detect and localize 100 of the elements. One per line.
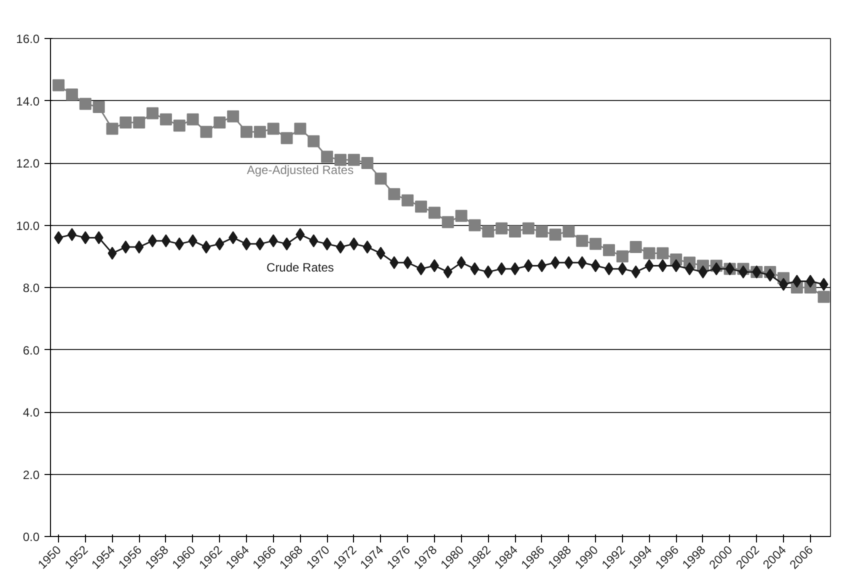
point bbox=[562, 225, 575, 238]
point bbox=[698, 265, 708, 278]
point bbox=[79, 98, 92, 110]
point bbox=[242, 237, 252, 250]
y-tick-label: 8.0 bbox=[22, 281, 40, 295]
point bbox=[161, 234, 170, 248]
point bbox=[374, 172, 387, 185]
point bbox=[134, 240, 144, 254]
point bbox=[430, 259, 439, 272]
point bbox=[685, 262, 694, 276]
point bbox=[67, 228, 76, 242]
point bbox=[510, 262, 520, 276]
point bbox=[818, 290, 830, 303]
point bbox=[497, 262, 506, 276]
point bbox=[215, 237, 224, 250]
point bbox=[280, 132, 293, 144]
point bbox=[524, 259, 533, 272]
point bbox=[468, 219, 481, 232]
y-tick-label: 16.0 bbox=[16, 32, 40, 46]
point bbox=[254, 126, 266, 138]
point bbox=[148, 234, 158, 248]
point bbox=[482, 225, 494, 238]
point bbox=[308, 135, 320, 148]
point bbox=[604, 262, 614, 276]
point bbox=[388, 188, 400, 200]
point bbox=[66, 88, 78, 101]
point bbox=[255, 237, 264, 250]
point bbox=[120, 116, 132, 129]
point bbox=[376, 246, 386, 260]
point bbox=[656, 247, 669, 260]
point bbox=[806, 274, 815, 288]
point bbox=[537, 259, 546, 272]
point bbox=[186, 113, 199, 126]
point bbox=[282, 237, 292, 250]
y-tick-label: 0.0 bbox=[22, 530, 40, 544]
point bbox=[456, 256, 466, 270]
point bbox=[240, 126, 253, 138]
point bbox=[522, 222, 534, 234]
point bbox=[442, 216, 454, 228]
point bbox=[174, 237, 184, 250]
point bbox=[294, 122, 306, 135]
point bbox=[309, 234, 318, 248]
point bbox=[643, 247, 656, 260]
point bbox=[188, 234, 198, 248]
point bbox=[321, 150, 334, 163]
point bbox=[779, 278, 788, 291]
point bbox=[106, 122, 118, 135]
point bbox=[509, 225, 522, 238]
point bbox=[484, 265, 493, 278]
point bbox=[160, 113, 172, 126]
point bbox=[631, 265, 640, 278]
point bbox=[336, 240, 345, 254]
point bbox=[578, 256, 587, 270]
y-tick-label: 4.0 bbox=[22, 406, 40, 420]
point bbox=[268, 234, 278, 248]
point bbox=[455, 210, 468, 222]
point bbox=[602, 244, 615, 256]
point bbox=[549, 228, 562, 241]
point bbox=[322, 237, 332, 250]
point bbox=[536, 225, 548, 238]
point bbox=[590, 238, 602, 250]
point bbox=[403, 256, 412, 270]
point bbox=[173, 120, 186, 132]
point bbox=[54, 231, 64, 244]
point bbox=[121, 240, 130, 254]
point bbox=[202, 240, 211, 254]
point bbox=[618, 262, 627, 276]
point bbox=[227, 110, 240, 122]
point bbox=[658, 259, 668, 272]
point bbox=[267, 122, 280, 135]
series-label: Age-Adjusted Rates bbox=[246, 162, 354, 177]
point bbox=[390, 256, 399, 270]
series-label: Crude Rates bbox=[266, 260, 334, 275]
point bbox=[200, 126, 212, 138]
y-tick-label: 2.0 bbox=[22, 468, 40, 482]
point bbox=[348, 154, 360, 166]
point bbox=[349, 237, 358, 250]
y-tick-label: 6.0 bbox=[22, 343, 40, 358]
point bbox=[361, 157, 374, 169]
point bbox=[214, 116, 226, 129]
point bbox=[228, 231, 238, 244]
point bbox=[133, 116, 146, 129]
point bbox=[296, 228, 305, 242]
point bbox=[564, 256, 574, 270]
point bbox=[766, 268, 775, 282]
point bbox=[550, 256, 560, 270]
point bbox=[819, 278, 828, 291]
point bbox=[416, 262, 426, 276]
point bbox=[402, 194, 414, 206]
point bbox=[576, 234, 588, 247]
point bbox=[591, 259, 600, 272]
point bbox=[644, 259, 654, 272]
point bbox=[672, 259, 681, 272]
y-tick-label: 10.0 bbox=[16, 218, 40, 233]
point bbox=[80, 231, 90, 244]
y-tick-label: 14.0 bbox=[16, 94, 40, 108]
point bbox=[496, 222, 508, 234]
point bbox=[470, 262, 480, 276]
point bbox=[52, 79, 65, 92]
point bbox=[415, 200, 428, 213]
